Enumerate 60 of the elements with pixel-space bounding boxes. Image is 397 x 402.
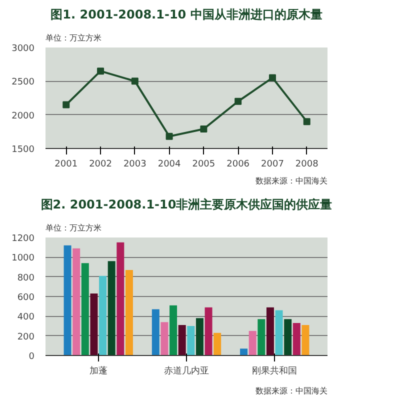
x-tick-label: 2008 <box>295 160 319 170</box>
y-tick-label: 3000 <box>12 44 35 54</box>
x-tick-label: 2005 <box>192 160 216 170</box>
bar <box>170 305 178 356</box>
bar <box>178 325 186 356</box>
bar <box>292 323 300 356</box>
bar <box>196 318 204 356</box>
y-tick-label: 1000 <box>12 254 35 264</box>
y-tick-label: 1500 <box>12 145 35 155</box>
y-tick-label: 200 <box>17 332 35 342</box>
point <box>303 118 310 126</box>
source-note: 数据来源：中国海关 <box>256 176 328 186</box>
point <box>234 98 242 105</box>
x-tick-label: 2003 <box>123 160 146 170</box>
point <box>62 101 70 108</box>
x-tick-label: 2007 <box>261 160 284 170</box>
bar <box>125 270 133 356</box>
bar <box>284 319 292 356</box>
chart-title: 图2. 2001-2008.1-10非洲主要原木供应国的供应量 <box>40 198 332 212</box>
bar <box>72 248 80 356</box>
bar <box>64 245 72 356</box>
bar <box>90 294 98 356</box>
x-tick-label: 2004 <box>158 160 182 170</box>
x-tick-label: 2001 <box>54 160 78 170</box>
bar <box>99 276 107 356</box>
point <box>268 74 276 82</box>
bar <box>214 332 222 356</box>
x-tick-label: 加蓬 <box>89 366 108 376</box>
text: 单位：万立方米 <box>46 34 102 42</box>
y-tick-label: 1200 <box>12 234 35 244</box>
y-tick-label: 600 <box>17 293 35 303</box>
point <box>131 78 138 85</box>
y-tick-label: 800 <box>17 273 35 284</box>
bar <box>108 261 116 356</box>
text: 单位：万立方米 <box>46 224 102 232</box>
y-tick-label: 2500 <box>12 78 35 88</box>
x-tick-label: 赤道几内亚 <box>164 366 209 376</box>
bar <box>160 322 168 356</box>
y-tick-label: 400 <box>17 312 35 323</box>
bar <box>81 263 89 356</box>
point <box>166 132 173 140</box>
bar <box>266 307 274 356</box>
bar <box>116 242 124 356</box>
x-tick-label: 2006 <box>226 160 250 170</box>
source-note: 数据来源：中国海关 <box>256 386 328 396</box>
x-tick-label: 刚果共和国 <box>252 366 298 376</box>
bar <box>302 325 310 356</box>
y-tick-label: 2000 <box>12 111 35 122</box>
chart-title: 图1. 2001-2008.1-10 中国从非洲进口的原木量 <box>50 8 322 22</box>
bar <box>248 330 256 356</box>
bar <box>240 348 248 356</box>
bar <box>275 310 283 356</box>
point <box>97 68 104 75</box>
y-tick-label: 0 <box>28 352 35 362</box>
bar <box>187 326 195 356</box>
bar <box>152 309 160 356</box>
bar <box>258 319 266 356</box>
bar <box>204 307 212 356</box>
point <box>200 125 208 132</box>
x-tick-label: 2002 <box>89 160 112 170</box>
